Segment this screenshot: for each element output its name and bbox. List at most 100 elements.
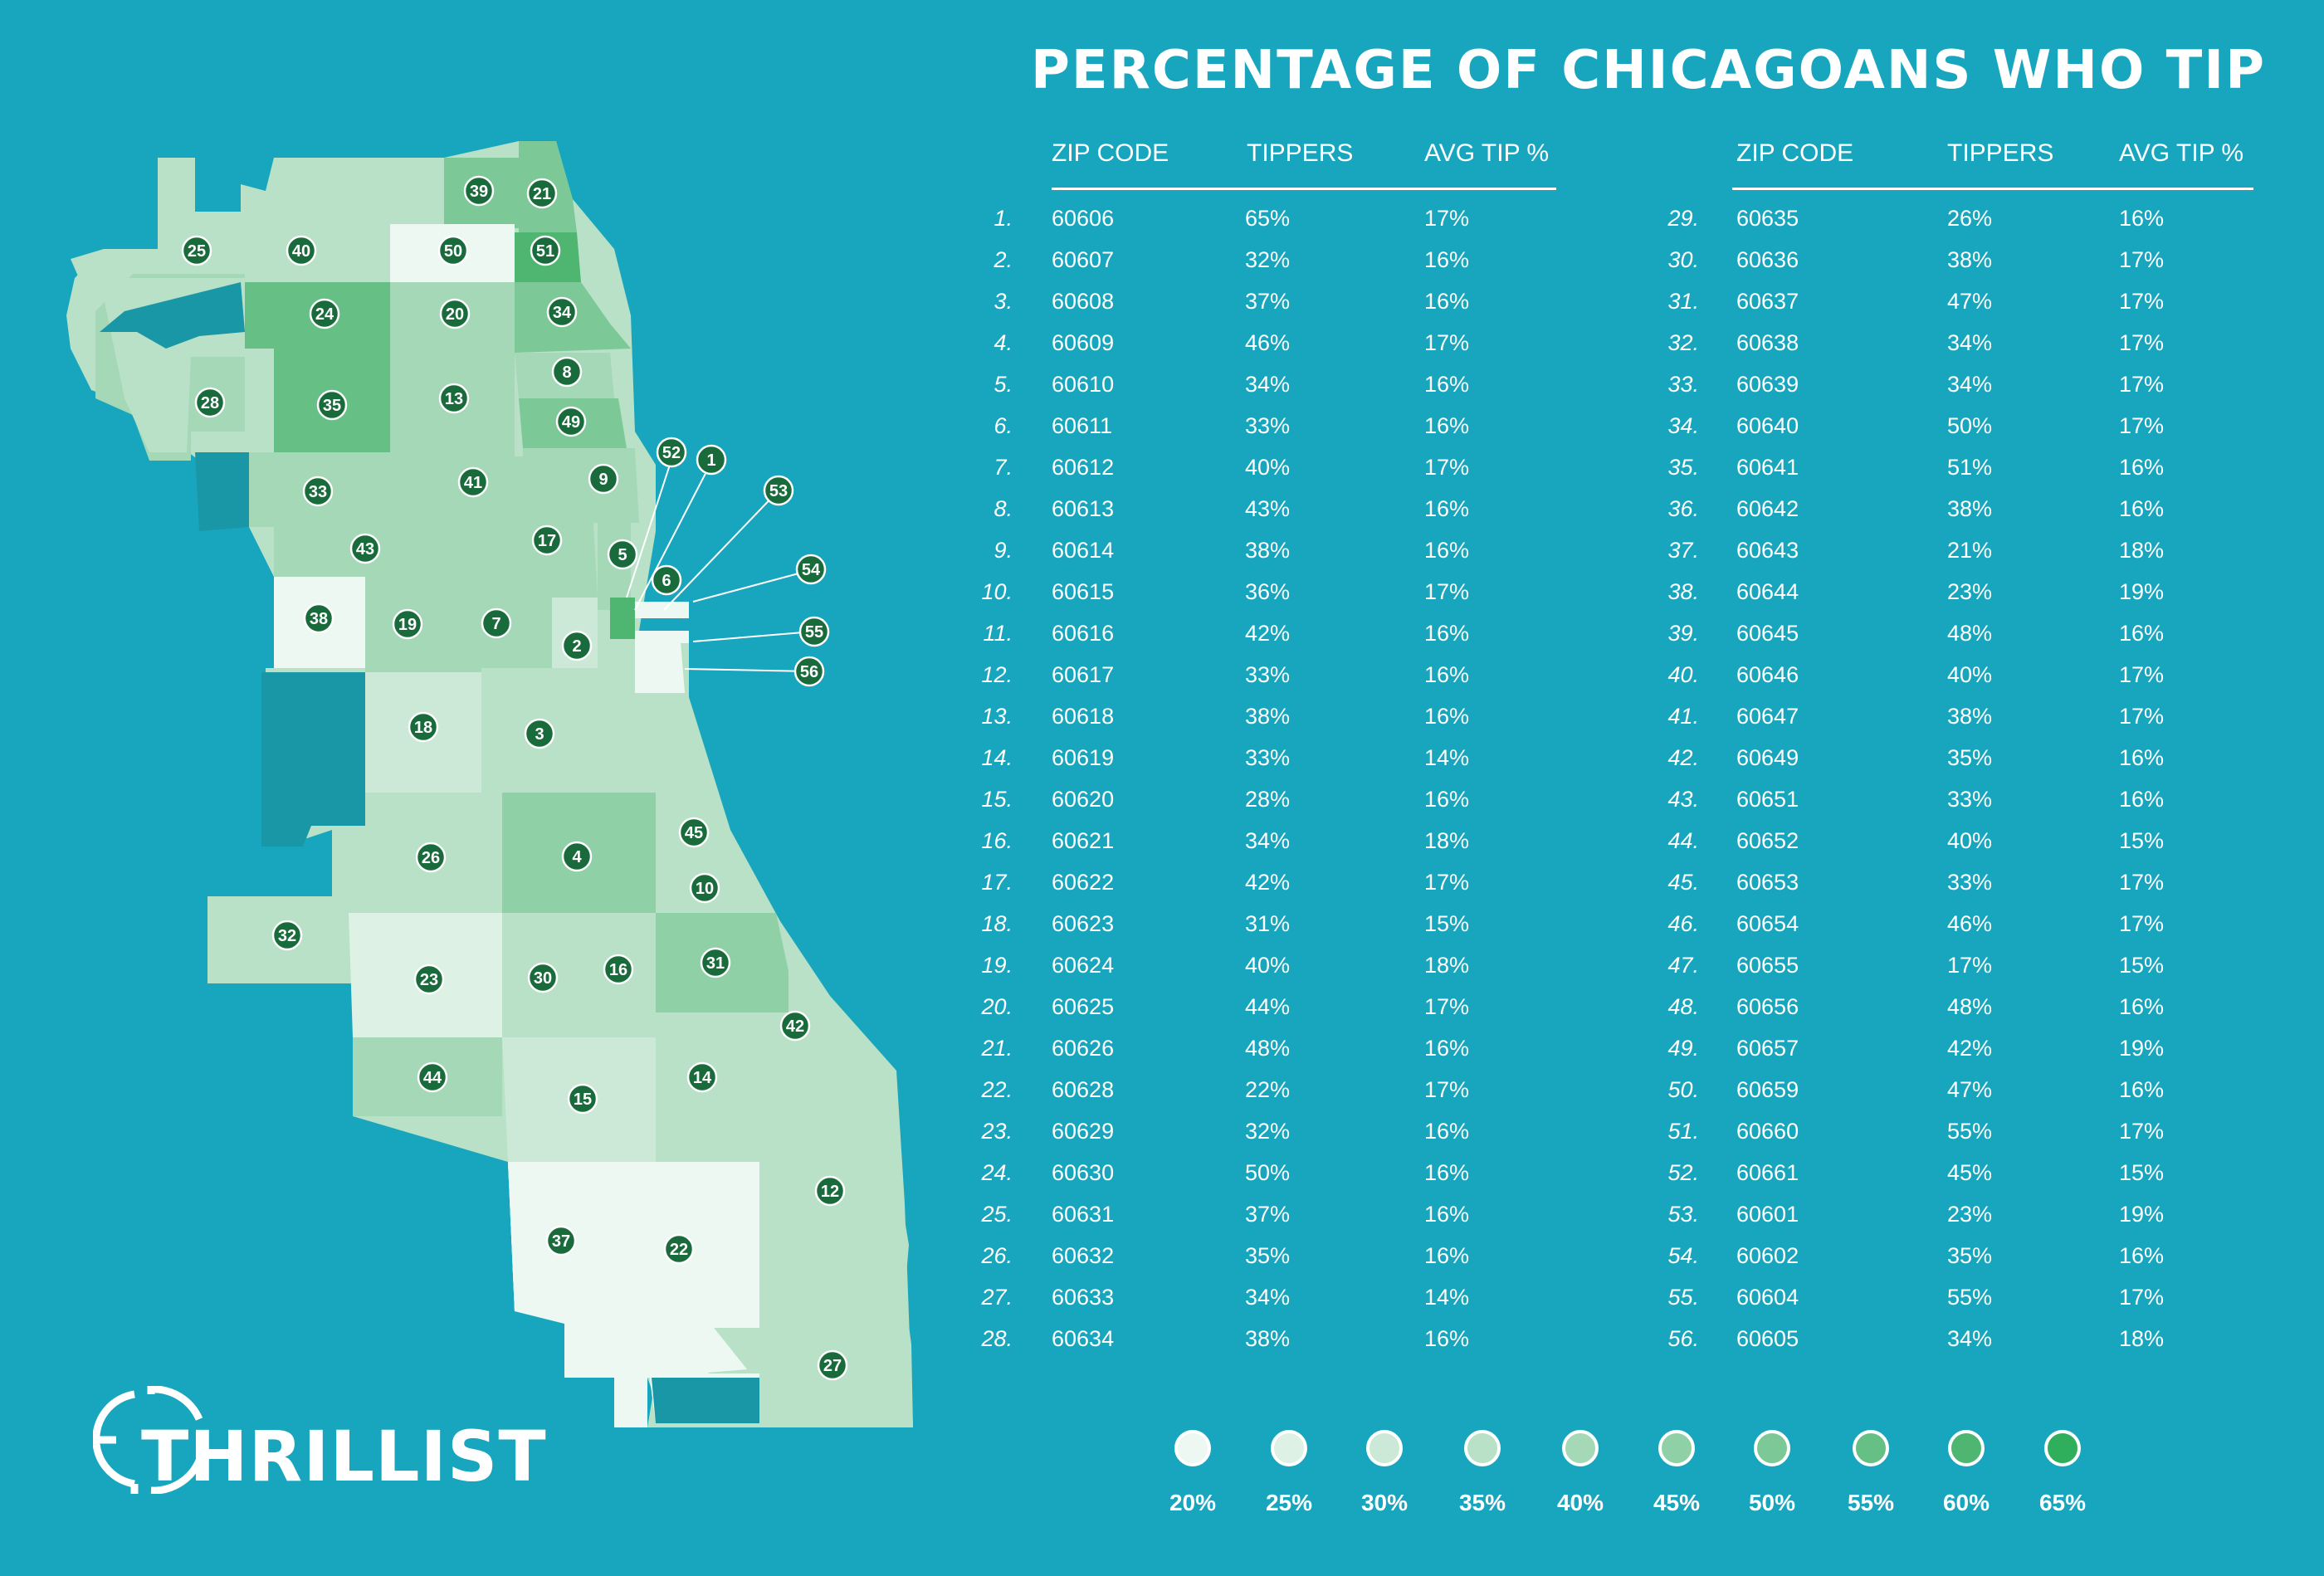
marker-circle	[656, 437, 687, 468]
region-37-22-top	[508, 1162, 759, 1369]
table-row: 43. 60651 33% 16%	[0, 787, 2324, 828]
tippers-cell: 34%	[1947, 1326, 1993, 1351]
zip-cell: 60644	[1736, 579, 1799, 604]
avg-tip-cell: 16%	[2119, 787, 2165, 812]
tippers-cell: 47%	[1947, 1077, 1993, 1102]
col-header-tippers-right: TIPPERS	[1947, 139, 2054, 167]
marker-circle	[651, 564, 682, 596]
tippers-cell: 51%	[1947, 455, 1993, 480]
tippers-cell: 42%	[1245, 870, 1291, 895]
legend-swatch	[1174, 1430, 1211, 1466]
tippers-cell: 37%	[1245, 289, 1291, 314]
table-row: 28. 60634 38% 16%	[0, 1326, 2324, 1368]
marker-circle	[686, 1061, 718, 1093]
table-row: 16. 60621 34% 18%	[0, 828, 2324, 870]
zip-marker-43: 43	[349, 533, 381, 564]
avg-tip-cell: 16%	[2119, 1077, 2165, 1102]
avg-tip-cell: 17%	[2119, 1285, 2165, 1310]
marker-label: 51	[536, 242, 554, 261]
tippers-cell: 34%	[1245, 372, 1291, 397]
tippers-cell: 48%	[1947, 994, 1993, 1019]
tippers-cell: 48%	[1947, 621, 1993, 646]
dark-region-midway	[261, 672, 365, 847]
legend-swatch	[1754, 1430, 1790, 1466]
rank-cell: 21.	[981, 1036, 1013, 1061]
table-row: 50. 60659 47% 16%	[0, 1077, 2324, 1119]
zip-cell: 60635	[1736, 206, 1799, 231]
marker-label: 1	[706, 451, 715, 470]
marker-label: 24	[315, 305, 334, 324]
avg-tip-cell: 16%	[1424, 1036, 1470, 1061]
rank-cell: 3.	[994, 289, 1013, 314]
marker-label: 21	[533, 185, 551, 203]
zip-marker-25: 25	[181, 235, 212, 266]
zip-cell: 60606	[1052, 206, 1115, 231]
legend-swatch	[1853, 1430, 1889, 1466]
region-56-top	[635, 643, 685, 693]
legend-label: 50%	[1748, 1490, 1796, 1515]
tippers-cell: 65%	[1245, 206, 1291, 231]
avg-tip-cell: 17%	[2119, 1119, 2165, 1144]
avg-tip-cell: 16%	[2119, 745, 2165, 770]
zip-cell: 60661	[1736, 1160, 1799, 1185]
zip-cell: 60615	[1052, 579, 1115, 604]
tippers-cell: 32%	[1245, 247, 1291, 272]
zip-marker-4: 4	[561, 841, 593, 872]
tippers-cell: 35%	[1947, 745, 1993, 770]
leader-line	[663, 490, 779, 611]
marker-circle	[561, 630, 593, 661]
marker-label: 27	[823, 1357, 842, 1375]
rank-cell: 29.	[1667, 206, 1699, 231]
marker-label: 56	[800, 663, 818, 681]
tippers-cell: 38%	[1245, 704, 1291, 729]
zip-marker-54: 54	[795, 554, 827, 585]
zip-marker-7: 7	[481, 607, 512, 639]
avg-tip-cell: 15%	[2119, 953, 2165, 978]
avg-tip-cell: 16%	[2119, 1243, 2165, 1268]
rank-cell: 46.	[1667, 911, 1699, 936]
avg-tip-cell: 16%	[2119, 206, 2165, 231]
table-row: 2. 60607 32% 16%	[0, 247, 2324, 289]
zip-cell: 60611	[1052, 413, 1113, 438]
marker-circle	[413, 964, 445, 995]
tippers-cell: 55%	[1947, 1119, 1993, 1144]
marker-circle	[316, 389, 348, 421]
tippers-cell: 40%	[1947, 828, 1993, 853]
zip-marker-38: 38	[303, 603, 334, 634]
leader-line	[692, 569, 812, 603]
legend-swatch	[1562, 1430, 1599, 1466]
table-row: 15. 60620 28% 16%	[0, 787, 2324, 828]
rank-cell: 45.	[1667, 870, 1699, 895]
avg-tip-cell: 17%	[1424, 206, 1470, 231]
table-row: 49. 60657 42% 19%	[0, 1036, 2324, 1077]
table-row: 52. 60661 45% 15%	[0, 1160, 2324, 1202]
marker-circle	[545, 1225, 577, 1256]
marker-label: 16	[609, 961, 627, 979]
zip-cell: 60608	[1052, 289, 1115, 314]
rank-cell: 10.	[981, 579, 1013, 604]
rank-cell: 11.	[983, 621, 1013, 646]
avg-tip-cell: 17%	[2119, 662, 2165, 687]
table-row: 53. 60601 23% 19%	[0, 1202, 2324, 1243]
table-row: 18. 60623 31% 15%	[0, 911, 2324, 953]
marker-circle	[286, 235, 317, 266]
avg-tip-cell: 17%	[1424, 870, 1470, 895]
zip-cell: 60618	[1052, 704, 1115, 729]
zip-marker-53: 53	[763, 475, 794, 506]
tippers-cell: 33%	[1947, 870, 1993, 895]
zip-marker-41: 41	[457, 466, 489, 498]
avg-tip-cell: 17%	[2119, 911, 2165, 936]
table-row: 21. 60626 48% 16%	[0, 1036, 2324, 1077]
table-row: 41. 60647 38% 17%	[0, 704, 2324, 745]
avg-tip-cell: 17%	[1424, 579, 1470, 604]
marker-circle	[271, 920, 303, 951]
marker-label: 39	[470, 183, 488, 201]
tippers-cell: 17%	[1947, 953, 1993, 978]
marker-circle	[700, 947, 731, 978]
zip-cell: 60630	[1052, 1160, 1115, 1185]
marker-circle	[392, 608, 423, 640]
marker-circle	[303, 603, 334, 634]
tippers-cell: 23%	[1947, 1202, 1993, 1227]
table-row: 25. 60631 37% 16%	[0, 1202, 2324, 1243]
marker-circle	[551, 356, 583, 388]
